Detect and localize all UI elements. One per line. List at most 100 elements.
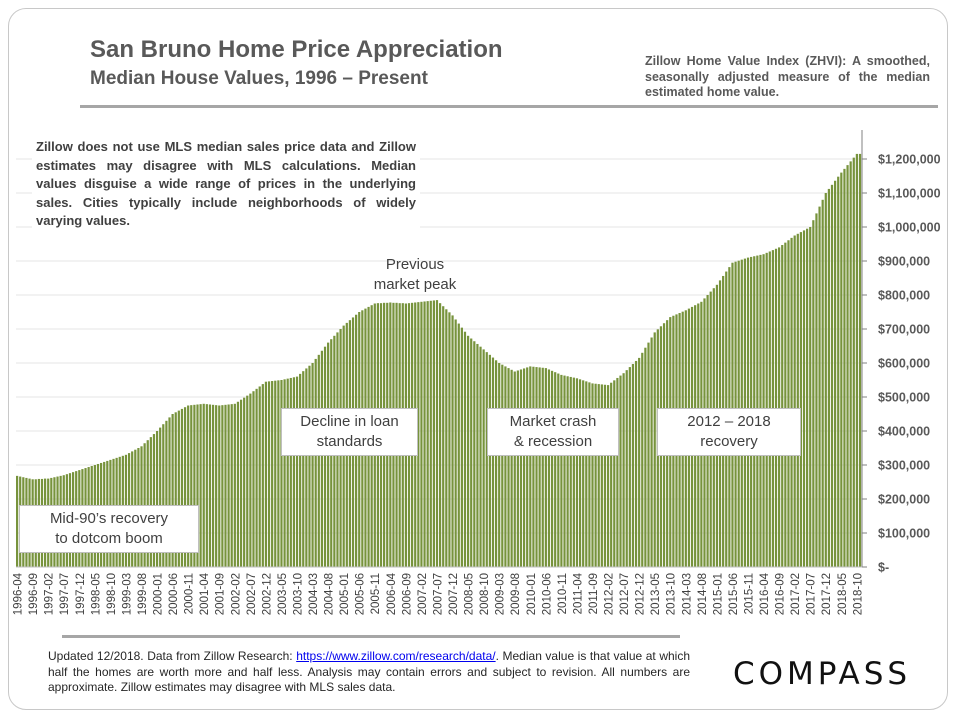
bar [196, 404, 199, 567]
bar [799, 232, 803, 567]
bar [784, 242, 787, 567]
bar [516, 370, 519, 567]
bar [513, 371, 516, 567]
bar [451, 315, 454, 567]
bar [283, 379, 286, 567]
x-tick-label: 2013-05 [650, 573, 662, 615]
bar [417, 302, 420, 567]
bar [177, 410, 180, 567]
bar [271, 381, 274, 567]
annotation-line: 2012 – 2018 [687, 413, 771, 430]
bar [463, 331, 467, 567]
bar [582, 380, 585, 567]
x-tick-label: 2006-09 [401, 573, 413, 615]
annotation-line: Previous [385, 256, 445, 273]
bar [174, 412, 177, 567]
x-tick-label: 2014-03 [681, 573, 693, 615]
x-tick-label: 2015-11 [743, 573, 755, 614]
x-tick-label: 1997-02 [44, 573, 56, 615]
bar [289, 377, 292, 567]
x-tick-label: 2015-01 [712, 573, 724, 615]
chart-subtitle: Median House Values, 1996 – Present [90, 68, 428, 89]
x-tick-label: 2017-07 [806, 573, 818, 615]
bar [818, 206, 821, 567]
x-tick-label: 2012-07 [619, 573, 631, 615]
annotation-decline: Decline in loan standards [281, 408, 418, 456]
bar [781, 245, 784, 567]
bar [317, 354, 320, 567]
bar [299, 373, 302, 567]
y-tick-label: $700,000 [878, 323, 930, 337]
x-tick-label: 2010-01 [526, 573, 538, 615]
annotation-line: standards [316, 433, 383, 450]
bar [774, 248, 778, 567]
bar [224, 404, 227, 567]
bar [843, 168, 846, 568]
y-tick-label: $1,200,000 [878, 153, 941, 167]
bar [849, 161, 852, 567]
bar [802, 230, 806, 567]
bar [233, 403, 236, 567]
annotation-line: market peak [373, 276, 457, 293]
annotation-line: recovery [700, 433, 758, 450]
bar [162, 424, 165, 567]
footer-text-after: . Median value is that value at which ha… [48, 649, 690, 694]
x-tick-label: 2001-09 [215, 573, 227, 615]
y-tick-label: $- [878, 561, 889, 575]
y-tick-label: $300,000 [878, 459, 930, 473]
bar [482, 349, 485, 567]
y-tick-label: $900,000 [878, 255, 930, 269]
zillow-research-link[interactable]: https://www.zillow.com/research/data/ [296, 649, 496, 663]
footer-note: Updated 12/2018. Data from Zillow Resear… [48, 649, 690, 696]
annotation-recovery: 2012 – 2018 recovery [657, 408, 801, 456]
bar [575, 378, 579, 567]
bar [239, 399, 243, 567]
bar [504, 366, 507, 567]
x-tick-label: 2004-08 [324, 573, 336, 615]
bar [501, 364, 504, 567]
x-tick-label: 2001-04 [199, 572, 211, 615]
bar [591, 383, 594, 567]
bar [205, 404, 208, 567]
bar [261, 384, 264, 567]
bar [211, 404, 215, 567]
bar [187, 405, 190, 567]
bar [541, 367, 544, 567]
annotation-mid90s: Mid-90’s recovery to dotcom boom [19, 505, 199, 553]
bar [442, 306, 445, 567]
bar [476, 343, 479, 567]
bar [246, 395, 249, 567]
bar [834, 180, 837, 567]
x-tick-label: 2012-12 [635, 573, 647, 615]
bar [510, 369, 513, 567]
bar [255, 388, 258, 567]
bar [641, 352, 644, 567]
bar [538, 367, 541, 567]
x-tick-label: 1996-09 [28, 573, 40, 615]
x-tick-label: 2003-10 [292, 573, 304, 615]
bar [473, 341, 476, 567]
bar [165, 420, 168, 567]
bar [311, 363, 314, 567]
bar [491, 357, 495, 567]
bar [852, 157, 855, 567]
bar [243, 397, 246, 567]
bar [168, 417, 171, 567]
bar [622, 373, 625, 567]
bar [653, 332, 656, 567]
bar [544, 368, 547, 567]
bar [638, 357, 641, 567]
x-tick-label: 2009-03 [495, 573, 507, 615]
bar [159, 427, 162, 567]
annotation-line: Decline in loan [300, 413, 399, 430]
x-tick-label: 2017-12 [821, 573, 833, 615]
bar [522, 368, 526, 567]
bar [532, 366, 535, 567]
bar [557, 373, 560, 567]
bar [432, 300, 435, 567]
bar [585, 381, 588, 567]
bar [846, 165, 849, 567]
bar [193, 404, 196, 567]
bar [815, 213, 818, 567]
bar [221, 405, 224, 567]
